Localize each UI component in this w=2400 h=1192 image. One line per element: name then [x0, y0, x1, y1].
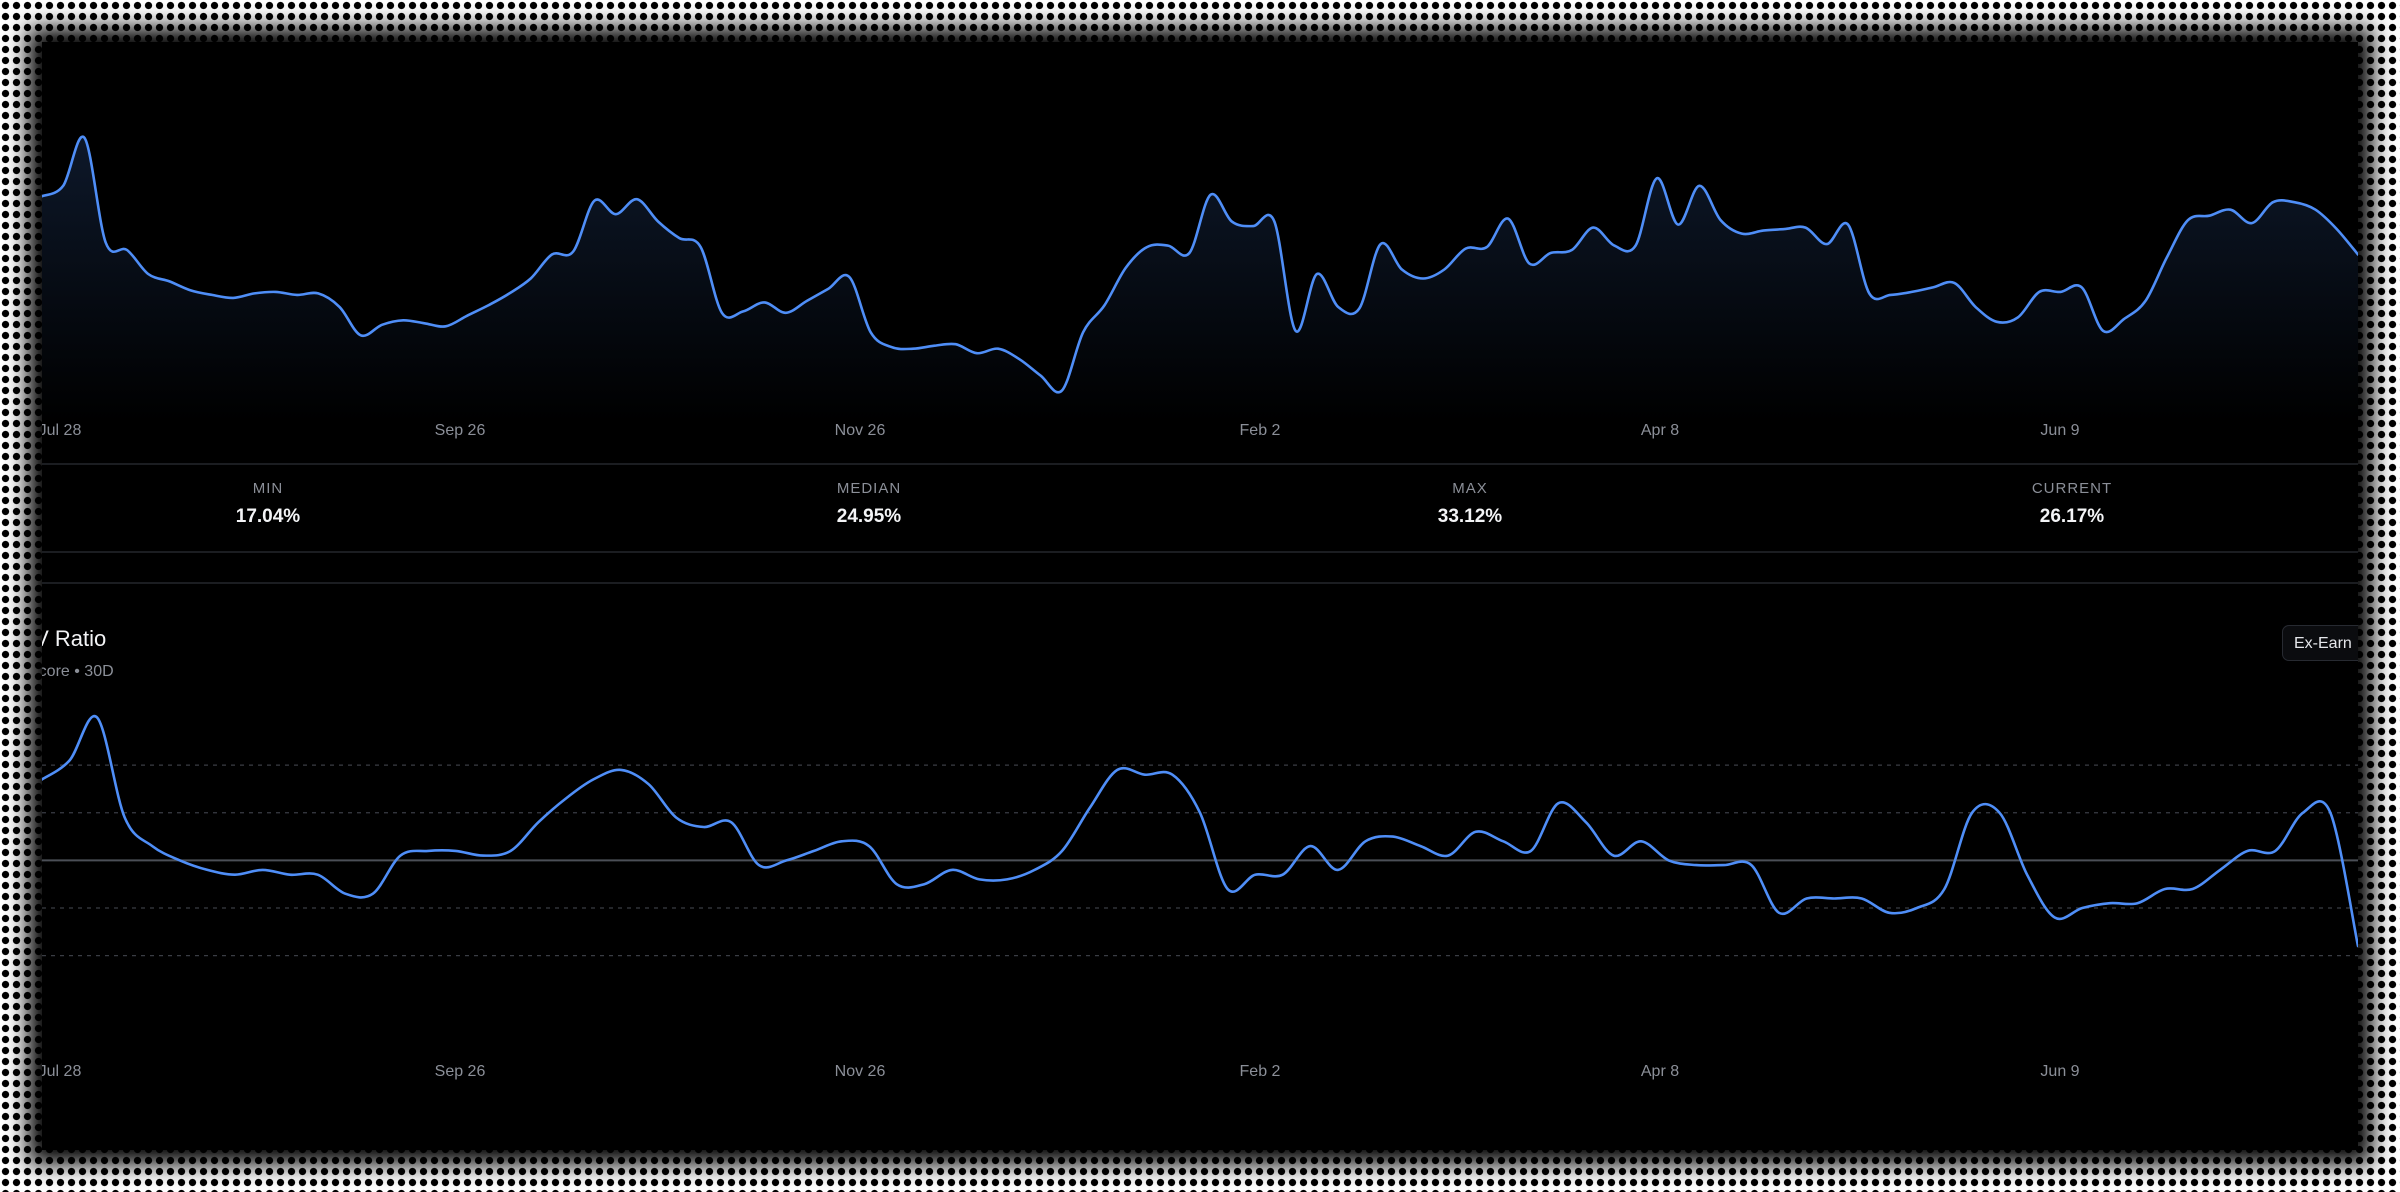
stat-label-min: MIN — [252, 480, 284, 497]
x-tick-label: Sep 26 — [435, 422, 486, 439]
stat-value-median: 24.95% — [836, 506, 902, 527]
x-tick-label: Nov 26 — [835, 422, 886, 439]
stat-current: CURRENT 26.17% — [1922, 480, 2222, 528]
x-tick-label: Jul 28 — [42, 1063, 81, 1080]
x-tick-label: Jun 9 — [2040, 422, 2079, 439]
stat-min: MIN 17.04% — [118, 480, 418, 528]
chart-panel: Jul 28 Sep 26 Nov 26 Feb 2 Apr 8 Jun 9 Jul 28… — [42, 42, 2358, 1150]
ex-earnings-toggle-button[interactable]: Ex-Earn — [2282, 625, 2358, 661]
stat-label-current: CURRENT — [2031, 480, 2113, 497]
stat-value-current: 26.17% — [2039, 506, 2105, 527]
x-tick-label: Apr 8 — [1641, 422, 1679, 439]
x-tick-label: Apr 8 — [1641, 1063, 1679, 1080]
series-line — [42, 135, 2358, 394]
charts-canvas: Jul 28 Sep 26 Nov 26 Feb 2 Apr 8 Jun 9 Jul 28… — [42, 135, 2358, 1080]
x-tick-label: Sep 26 — [435, 1063, 486, 1080]
stat-label-max: MAX — [1452, 480, 1488, 497]
stat-value-min: 17.04% — [235, 506, 301, 527]
series-line — [42, 714, 2358, 948]
stat-label-median: MEDIAN — [836, 480, 902, 497]
x-tick-label: Jul 28 — [42, 422, 81, 439]
x-tick-label: Nov 26 — [835, 1063, 886, 1080]
iv-ratio-title: IV Ratio — [42, 626, 107, 651]
stat-value-max: 33.12% — [1437, 506, 1503, 527]
stat-max: MAX 33.12% — [1320, 480, 1620, 528]
iv-chart-top: Jul 28 Sep 26 Nov 26 Feb 2 Apr 8 Jun 9 — [42, 135, 2358, 439]
series-area-fill — [42, 136, 2358, 422]
iv-ratio-chart: Jul 28 Sep 26 Nov 26 Feb 2 Apr 8 Jun 9 — [42, 714, 2358, 1080]
x-tick-label: Jun 9 — [2040, 1063, 2079, 1080]
stat-median: MEDIAN 24.95% — [719, 480, 1019, 528]
x-tick-label: Feb 2 — [1240, 1063, 1281, 1080]
iv-ratio-subtitle: Score • 30D — [42, 663, 114, 680]
x-tick-label: Feb 2 — [1240, 422, 1281, 439]
